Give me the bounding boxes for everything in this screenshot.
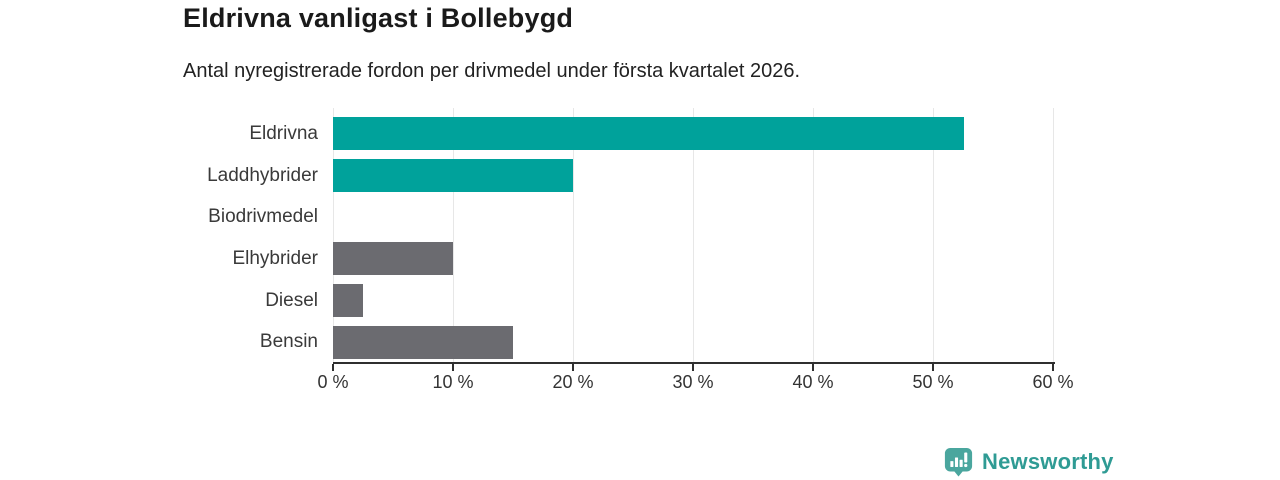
category-label: Diesel [265, 289, 318, 311]
category-label: Biodrivmedel [208, 206, 318, 228]
gridline [932, 108, 934, 363]
x-tick [932, 364, 934, 371]
x-tick-label: 0 % [317, 372, 349, 392]
bar-diesel [333, 284, 363, 318]
page-subtitle: Antal nyregistrerade fordon per drivmede… [183, 60, 801, 82]
x-tick-label: 40 % [792, 372, 834, 392]
bar-row [333, 280, 1053, 322]
newsworthy-logo[interactable]: Newsworthy [944, 446, 1114, 477]
x-tick [572, 364, 574, 371]
gridline [812, 108, 814, 363]
bar-row [333, 238, 1053, 280]
gridline [452, 108, 454, 363]
page-title: Eldrivna vanligast i Bollebygd [183, 3, 574, 33]
x-tick-label: 30 % [672, 372, 714, 392]
x-tick [1052, 364, 1054, 371]
x-tick [692, 364, 694, 371]
bar-row [333, 321, 1053, 363]
category-label: Eldrivna [249, 122, 318, 144]
bar-elhybrider [333, 242, 453, 276]
x-tick [452, 364, 454, 371]
gridline [692, 108, 694, 363]
bar-eldrivna [333, 117, 965, 151]
x-tick [332, 364, 334, 371]
category-label: Bensin [259, 331, 318, 353]
x-tick-label: 20 % [552, 372, 594, 392]
gridline [572, 108, 574, 363]
x-axis-line [333, 362, 1055, 364]
bar-row [333, 196, 1053, 238]
category-label: Laddhybrider [207, 164, 318, 186]
category-label: Elhybrider [232, 247, 318, 269]
newsworthy-logo-icon [944, 447, 973, 476]
newsworthy-logo-text: Newsworthy [982, 448, 1114, 474]
bar-row [333, 155, 1053, 197]
category-label-column: Eldrivna Laddhybrider Biodrivmedel Elhybrid… [0, 113, 318, 363]
bar-laddhybrider [333, 159, 573, 192]
x-tick-label: 10 % [432, 372, 474, 392]
bar-rows [333, 113, 1053, 363]
bar-row [333, 113, 1053, 155]
gridline [1052, 108, 1054, 363]
gridline [332, 108, 334, 363]
plot-area [332, 108, 1054, 363]
x-tick [812, 364, 814, 371]
x-tick-label: 50 % [912, 372, 954, 392]
bar-bensin [333, 325, 513, 359]
x-tick-label: 60 % [1032, 372, 1074, 392]
